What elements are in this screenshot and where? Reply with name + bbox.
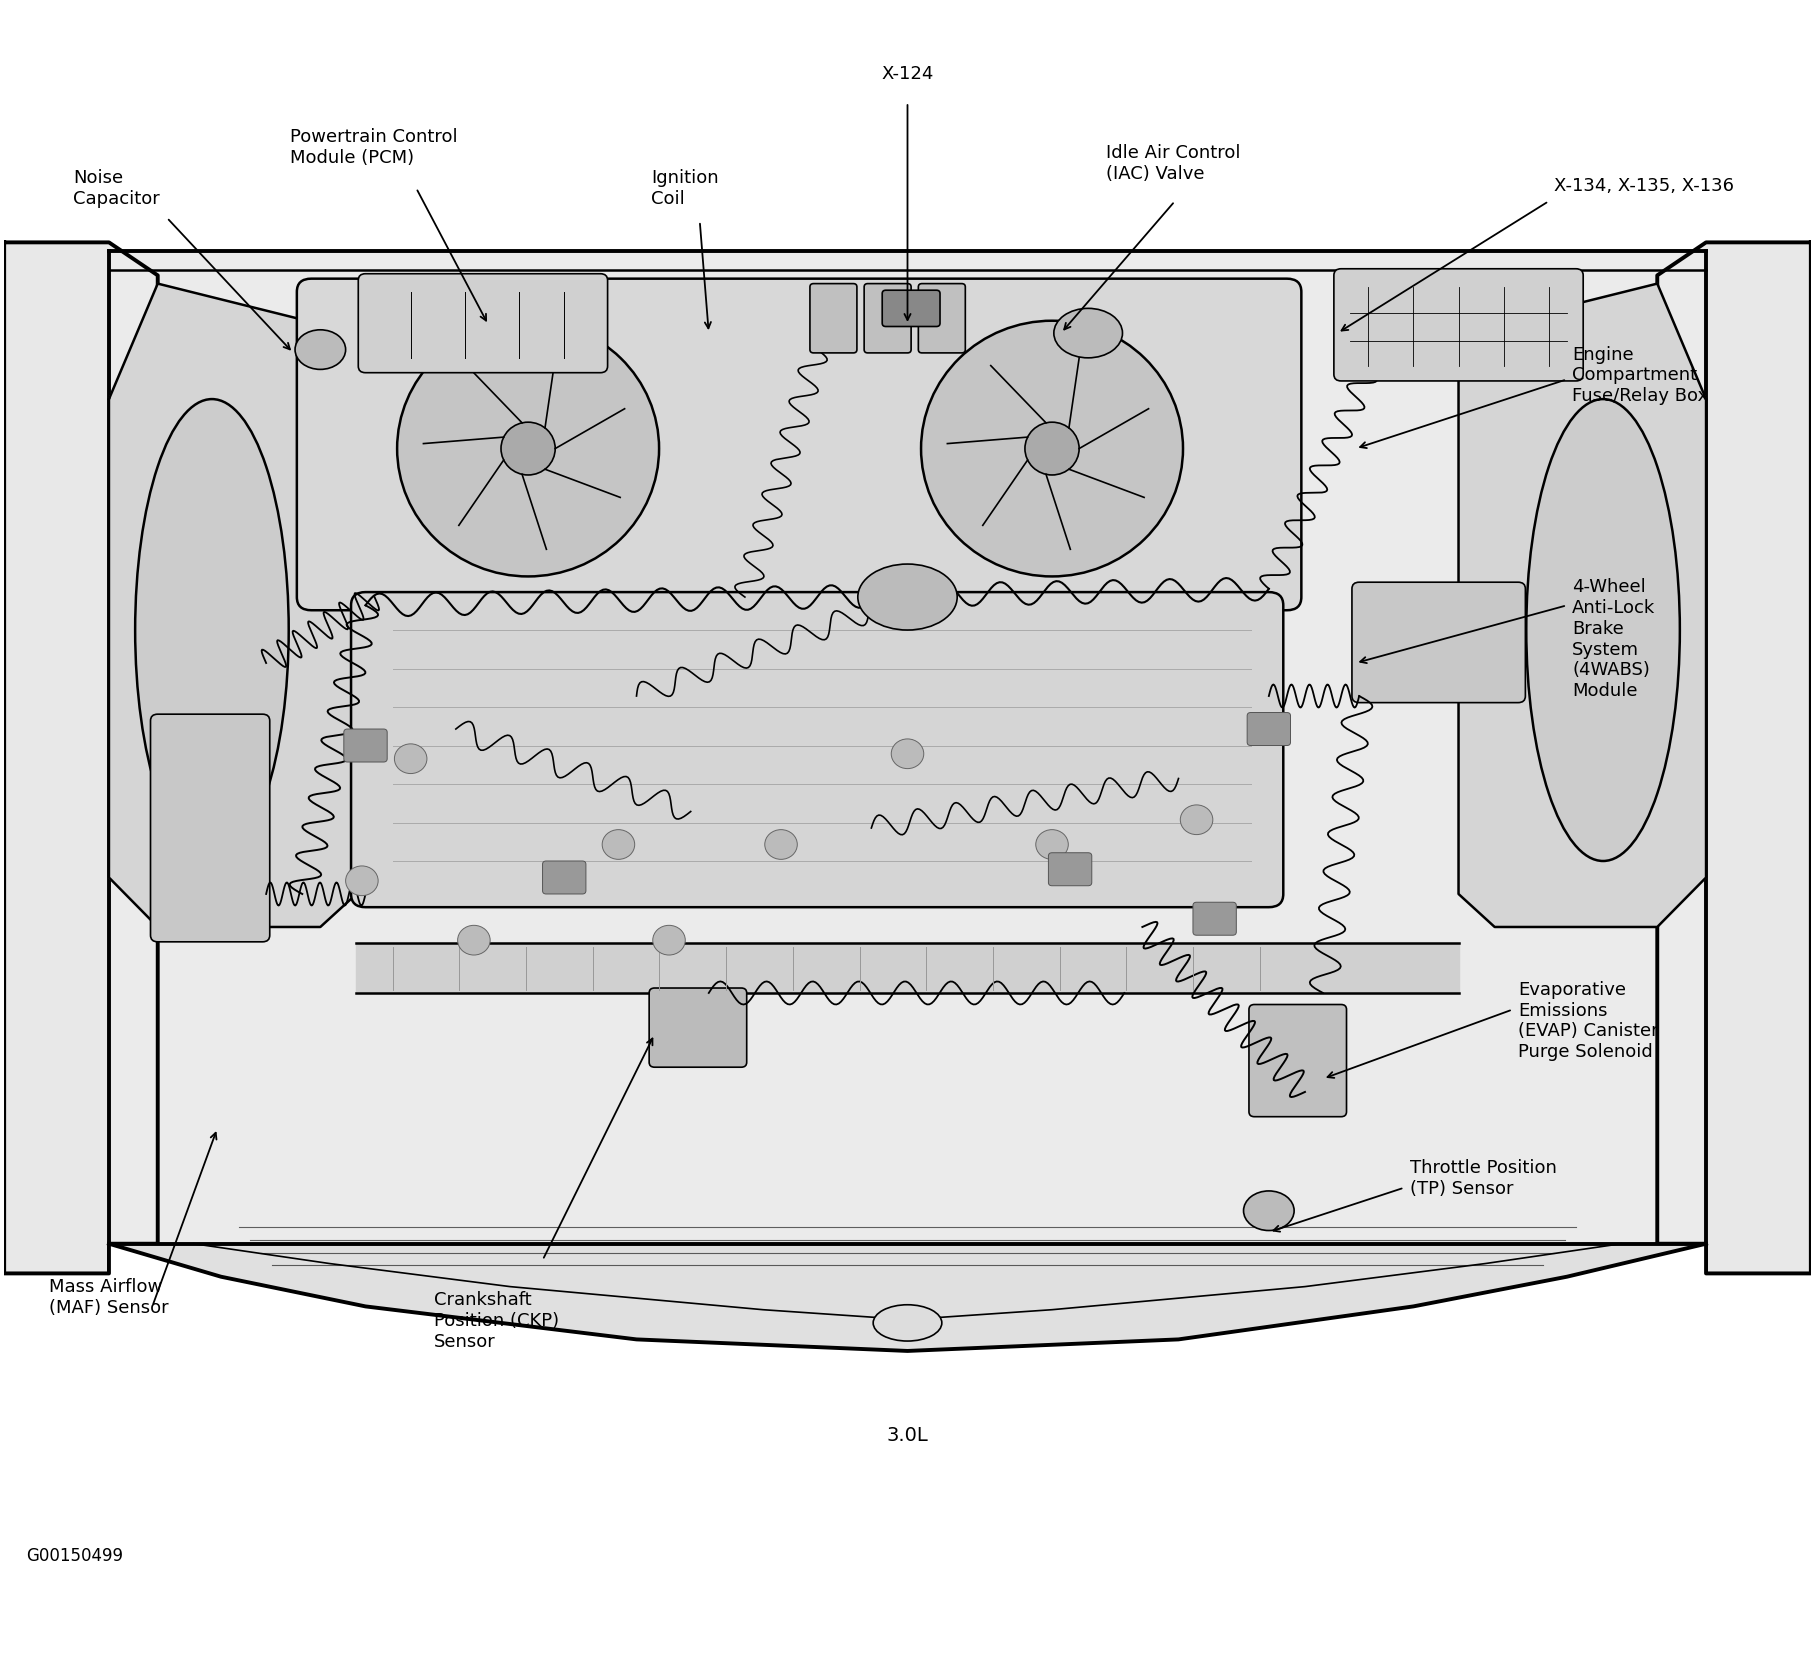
Ellipse shape	[1243, 1191, 1293, 1231]
FancyBboxPatch shape	[1048, 853, 1092, 886]
FancyBboxPatch shape	[1246, 713, 1290, 746]
FancyBboxPatch shape	[809, 285, 856, 353]
FancyBboxPatch shape	[882, 292, 940, 328]
Text: 3.0L: 3.0L	[885, 1425, 929, 1445]
Ellipse shape	[134, 399, 288, 862]
Text: Engine
Compartment
Fuse/Relay Box: Engine Compartment Fuse/Relay Box	[1571, 345, 1707, 404]
FancyBboxPatch shape	[297, 280, 1301, 611]
Ellipse shape	[394, 744, 426, 774]
Ellipse shape	[345, 867, 377, 896]
Text: Powertrain Control
Module (PCM): Powertrain Control Module (PCM)	[290, 128, 457, 167]
FancyBboxPatch shape	[151, 714, 270, 943]
Text: Noise
Capacitor: Noise Capacitor	[73, 169, 160, 207]
Text: X-134, X-135, X-136: X-134, X-135, X-136	[1553, 177, 1734, 196]
Polygon shape	[109, 285, 356, 928]
Text: Idle Air Control
(IAC) Valve: Idle Air Control (IAC) Valve	[1105, 144, 1241, 182]
Text: Crankshaft
Position (CKP)
Sensor: Crankshaft Position (CKP) Sensor	[434, 1291, 559, 1350]
Ellipse shape	[764, 830, 796, 860]
Text: Mass Airflow
(MAF) Sensor: Mass Airflow (MAF) Sensor	[49, 1278, 169, 1316]
Ellipse shape	[1054, 310, 1121, 358]
Ellipse shape	[1025, 423, 1079, 476]
Text: Ignition
Coil: Ignition Coil	[651, 169, 718, 207]
Polygon shape	[4, 244, 158, 1274]
FancyBboxPatch shape	[357, 275, 608, 373]
FancyBboxPatch shape	[343, 729, 386, 762]
Ellipse shape	[397, 321, 658, 577]
FancyBboxPatch shape	[649, 989, 746, 1067]
Polygon shape	[109, 252, 1705, 1244]
Polygon shape	[356, 944, 1458, 993]
Text: 4-Wheel
Anti-Lock
Brake
System
(4WABS)
Module: 4-Wheel Anti-Lock Brake System (4WABS) M…	[1571, 578, 1654, 699]
Text: G00150499: G00150499	[25, 1546, 123, 1564]
Text: Evaporative
Emissions
(EVAP) Canister
Purge Solenoid: Evaporative Emissions (EVAP) Canister Pu…	[1517, 981, 1658, 1060]
FancyBboxPatch shape	[1248, 1004, 1346, 1117]
Text: X-124: X-124	[882, 65, 932, 83]
Text: Throttle Position
(TP) Sensor: Throttle Position (TP) Sensor	[1409, 1158, 1556, 1196]
FancyBboxPatch shape	[918, 285, 965, 353]
Polygon shape	[109, 1244, 1705, 1350]
Ellipse shape	[1179, 805, 1212, 835]
FancyBboxPatch shape	[1333, 270, 1582, 381]
FancyBboxPatch shape	[863, 285, 911, 353]
FancyBboxPatch shape	[1192, 903, 1235, 936]
Ellipse shape	[920, 321, 1183, 577]
Ellipse shape	[873, 1306, 941, 1341]
Polygon shape	[1458, 285, 1705, 928]
FancyBboxPatch shape	[350, 593, 1282, 908]
Ellipse shape	[891, 739, 923, 769]
Ellipse shape	[1036, 830, 1068, 860]
Ellipse shape	[653, 926, 686, 956]
Ellipse shape	[296, 331, 345, 370]
Ellipse shape	[602, 830, 635, 860]
Ellipse shape	[501, 423, 555, 476]
Ellipse shape	[457, 926, 490, 956]
Polygon shape	[1656, 244, 1810, 1274]
Ellipse shape	[1526, 399, 1680, 862]
Ellipse shape	[858, 565, 956, 631]
FancyBboxPatch shape	[542, 862, 586, 895]
FancyBboxPatch shape	[1351, 583, 1524, 703]
